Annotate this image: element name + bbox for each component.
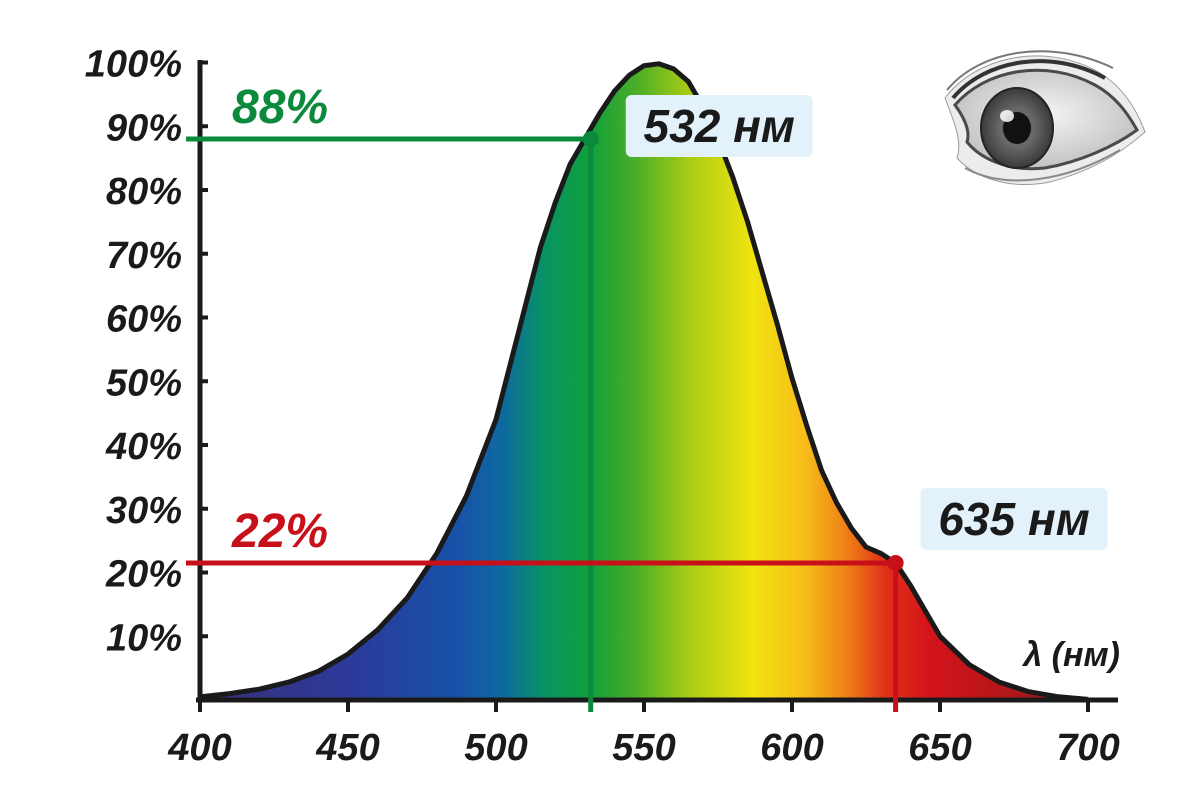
annotation-point bbox=[582, 131, 599, 147]
annotation-point bbox=[887, 554, 904, 571]
x-tick-label: 450 bbox=[315, 727, 379, 769]
y-axis-ticks: 10% 20% 30% 40% 50% 60% 70% 80% 90% 100% bbox=[85, 44, 208, 659]
y-tick-label: 10% bbox=[106, 617, 182, 659]
spectral-sensitivity-area bbox=[200, 63, 1088, 701]
y-tick-label: 70% bbox=[106, 235, 182, 277]
y-tick-label: 50% bbox=[106, 362, 182, 404]
annotation-wavelength-label: 532 нм bbox=[644, 100, 795, 152]
y-tick-label: 40% bbox=[105, 426, 182, 468]
annotation-wavelength-label: 635 нм bbox=[938, 493, 1089, 545]
x-tick-label: 650 bbox=[908, 727, 971, 769]
y-tick-label: 60% bbox=[106, 299, 182, 341]
annotation-percent-label: 88% bbox=[232, 81, 328, 134]
y-tick-label: 30% bbox=[106, 490, 182, 532]
y-tick-label: 100% bbox=[85, 44, 182, 86]
annotations: 88% 532 нм 22% 635 нм bbox=[186, 81, 1108, 712]
y-tick-label: 80% bbox=[106, 171, 182, 213]
x-axis-ticks: 400 450 500 550 600 650 700 bbox=[167, 700, 1120, 769]
x-tick-label: 400 bbox=[167, 727, 231, 769]
annotation-percent-label: 22% bbox=[231, 505, 328, 558]
annotation-label-box bbox=[920, 487, 1108, 550]
x-tick-label: 700 bbox=[1056, 727, 1119, 769]
x-tick-label: 550 bbox=[612, 727, 675, 769]
x-axis-label: λ (нм) bbox=[1021, 636, 1120, 674]
x-tick-label: 500 bbox=[464, 727, 527, 769]
x-tick-label: 600 bbox=[760, 727, 823, 769]
y-tick-label: 20% bbox=[105, 554, 182, 596]
eye-icon bbox=[944, 50, 1146, 185]
annotation-label-box bbox=[625, 95, 813, 157]
y-tick-label: 90% bbox=[106, 107, 182, 149]
spectral-sensitivity-curve bbox=[199, 61, 1089, 702]
